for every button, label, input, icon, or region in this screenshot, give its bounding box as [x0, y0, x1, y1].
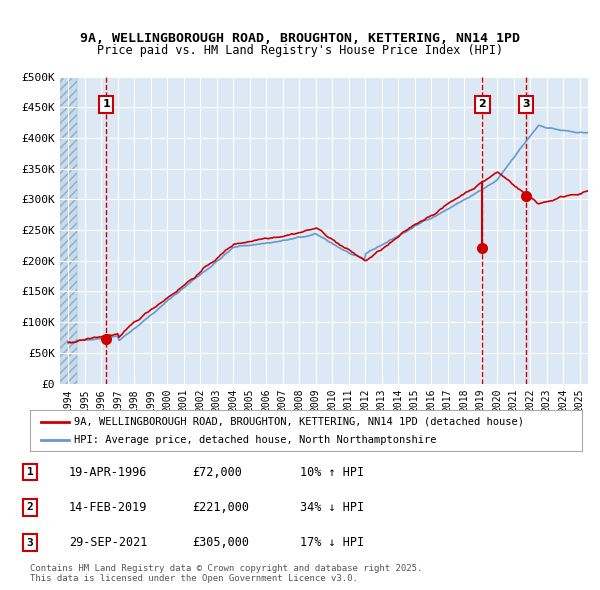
Text: 1: 1 [26, 467, 34, 477]
Text: £221,000: £221,000 [192, 501, 249, 514]
Text: 34% ↓ HPI: 34% ↓ HPI [300, 501, 364, 514]
Text: 3: 3 [523, 99, 530, 109]
Text: 14-FEB-2019: 14-FEB-2019 [69, 501, 148, 514]
Text: £305,000: £305,000 [192, 536, 249, 549]
Text: 10% ↑ HPI: 10% ↑ HPI [300, 466, 364, 478]
Text: 9A, WELLINGBOROUGH ROAD, BROUGHTON, KETTERING, NN14 1PD: 9A, WELLINGBOROUGH ROAD, BROUGHTON, KETT… [80, 32, 520, 45]
Bar [60, 77, 77, 384]
Text: 2: 2 [479, 99, 486, 109]
Text: 9A, WELLINGBOROUGH ROAD, BROUGHTON, KETTERING, NN14 1PD (detached house): 9A, WELLINGBOROUGH ROAD, BROUGHTON, KETT… [74, 417, 524, 427]
Text: 17% ↓ HPI: 17% ↓ HPI [300, 536, 364, 549]
Text: Price paid vs. HM Land Registry's House Price Index (HPI): Price paid vs. HM Land Registry's House … [97, 44, 503, 57]
Text: 3: 3 [26, 538, 34, 548]
Text: Contains HM Land Registry data © Crown copyright and database right 2025.
This d: Contains HM Land Registry data © Crown c… [30, 563, 422, 583]
Text: HPI: Average price, detached house, North Northamptonshire: HPI: Average price, detached house, Nort… [74, 435, 437, 445]
Bar [60, 77, 77, 384]
Text: 29-SEP-2021: 29-SEP-2021 [69, 536, 148, 549]
Text: £72,000: £72,000 [192, 466, 242, 478]
Text: 2: 2 [26, 503, 34, 512]
Text: 1: 1 [103, 99, 110, 109]
Text: 19-APR-1996: 19-APR-1996 [69, 466, 148, 478]
